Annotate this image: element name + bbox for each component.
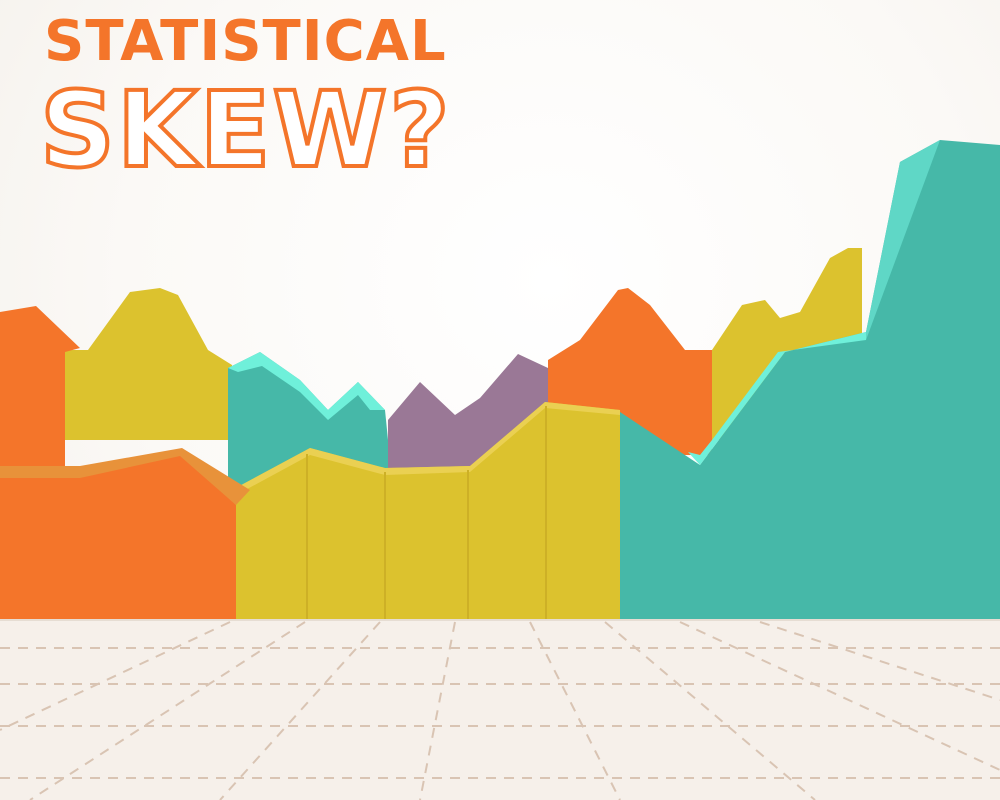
front-yellow-seams <box>306 406 547 619</box>
title-skew: SKEW? <box>38 69 452 191</box>
front-teal-right-side <box>866 140 940 340</box>
back-orange-left <box>0 306 80 470</box>
front-teal-right-edge <box>688 332 866 465</box>
title-statistical: STATISTICAL <box>44 9 447 74</box>
back-teal-edge <box>228 352 385 420</box>
front-orange-left <box>0 452 236 619</box>
floor <box>0 617 1000 800</box>
front-yellow-edge <box>232 402 620 494</box>
back-teal-wall <box>228 352 388 490</box>
front-teal-right <box>620 140 1000 619</box>
front-orange-left-top <box>0 448 250 505</box>
floor-surface <box>0 619 1000 800</box>
front-layer <box>0 140 1000 619</box>
floor-grid <box>0 621 1000 800</box>
back-yellow-left <box>65 288 232 440</box>
